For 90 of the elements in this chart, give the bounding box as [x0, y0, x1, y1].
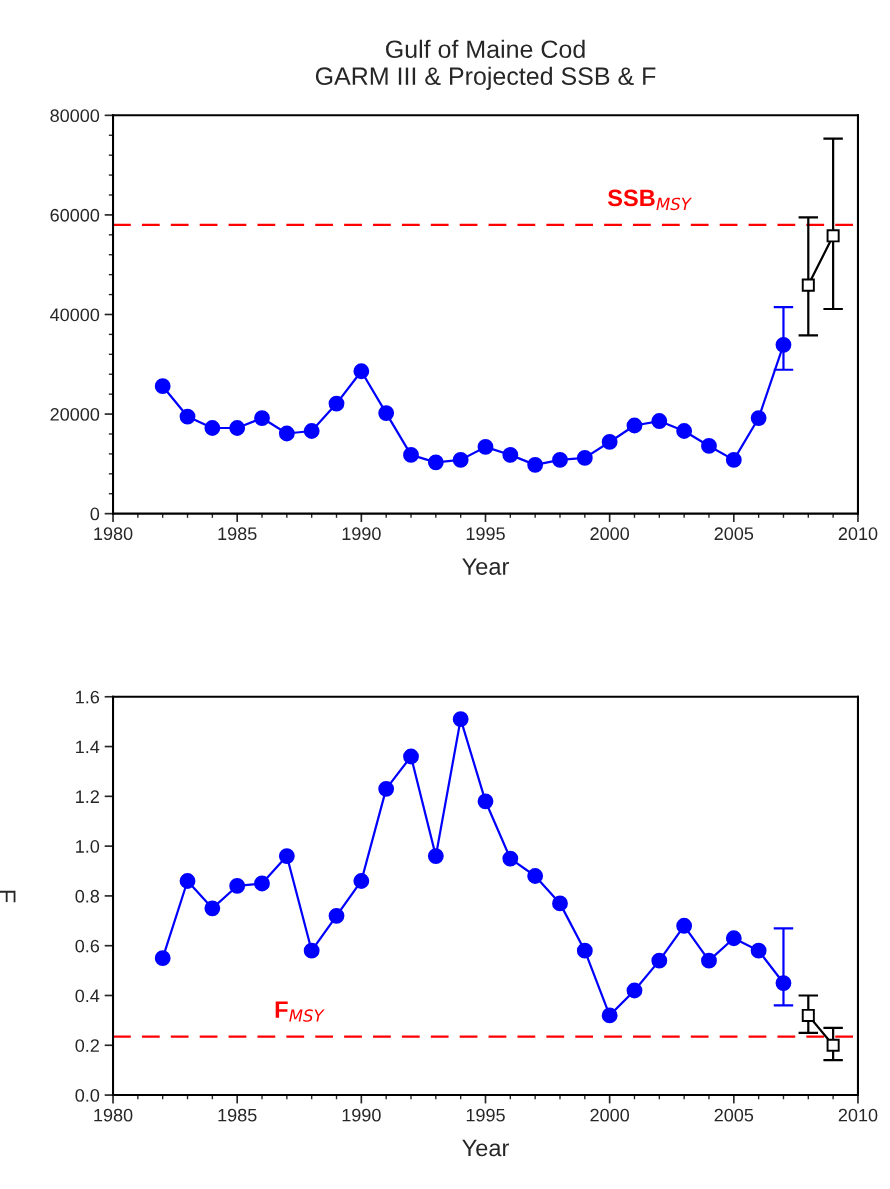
y-tick-label: 0.4 — [75, 989, 100, 1003]
point — [826, 1038, 840, 1052]
x-tick-label: 1995 — [466, 1108, 505, 1122]
y-tick-label: 1.2 — [76, 790, 99, 803]
point — [626, 417, 643, 434]
point — [750, 942, 767, 959]
x-axis-title: Year — [462, 558, 509, 575]
y-tick-label: 40000 — [50, 308, 100, 322]
x-tick-label: 1995 — [466, 527, 505, 541]
point — [725, 451, 742, 468]
point — [826, 229, 840, 243]
x-tick-label: 2005 — [714, 1108, 754, 1122]
point — [775, 975, 792, 991]
point — [427, 848, 444, 864]
point — [750, 410, 767, 426]
point — [154, 950, 171, 967]
x-tick-label: 1990 — [342, 1108, 381, 1122]
y-tick-label: 0.6 — [75, 939, 100, 953]
point — [527, 456, 544, 473]
y-tick-label: 1.6 — [76, 690, 100, 704]
x-tick-label: 1985 — [218, 1108, 257, 1122]
y-tick-label: 0.8 — [75, 889, 100, 903]
x-tick-label: 2010 — [838, 527, 878, 541]
point — [576, 449, 593, 466]
point — [452, 711, 469, 728]
point — [403, 748, 419, 765]
point — [477, 793, 494, 810]
point — [353, 363, 370, 380]
y-tick-label: 0.0 — [75, 1089, 100, 1102]
point — [477, 439, 494, 455]
point — [254, 875, 270, 892]
point — [204, 420, 221, 436]
y-tick-label: 60000 — [50, 208, 100, 222]
point — [552, 451, 568, 468]
x-tick-label: 1990 — [342, 527, 381, 541]
point — [725, 930, 742, 947]
ref-line-label: F$_{MSY}$ — [275, 1001, 325, 1022]
point — [229, 878, 246, 894]
point — [254, 410, 270, 426]
point — [502, 446, 519, 463]
point — [452, 451, 469, 468]
point — [701, 438, 717, 454]
point — [552, 895, 568, 912]
y-tick-label: 80000 — [50, 109, 100, 123]
y-tick-label: 20000 — [50, 408, 100, 421]
point — [527, 868, 544, 884]
point — [278, 848, 295, 864]
point — [179, 408, 196, 425]
point — [676, 917, 693, 934]
point — [576, 942, 593, 959]
x-tick-label: 2000 — [590, 1108, 630, 1122]
point — [204, 900, 221, 917]
point — [378, 780, 395, 797]
point — [328, 907, 345, 924]
x-tick-label: 1985 — [218, 527, 257, 541]
y-axis-title: F — [0, 890, 16, 903]
point — [328, 395, 345, 412]
point — [403, 446, 419, 463]
x-tick-label: 1980 — [94, 1108, 133, 1122]
point — [229, 420, 246, 436]
point — [601, 1007, 618, 1024]
point — [179, 873, 196, 889]
chart-title: Gulf of Maine Cod GARM III & Projected SSB & F — [315, 39, 656, 90]
point — [651, 952, 668, 969]
x-tick-label: 2005 — [714, 527, 754, 541]
y-tick-label: 0.2 — [75, 1039, 99, 1052]
point — [651, 413, 668, 429]
point — [676, 423, 693, 439]
point — [353, 873, 370, 889]
x-axis-title: Year — [462, 1139, 509, 1157]
point — [801, 1008, 815, 1022]
point — [154, 378, 171, 395]
y-tick-label: 1.4 — [76, 740, 100, 754]
point — [278, 425, 295, 442]
point — [626, 982, 643, 999]
point — [427, 454, 444, 471]
x-tick-label: 2000 — [590, 527, 630, 541]
point — [303, 423, 320, 439]
y-tick-label: 0 — [90, 507, 100, 521]
point — [701, 952, 717, 969]
point — [303, 942, 320, 959]
point — [775, 336, 792, 353]
ref-line-label: SSB$_{MSY}$ — [607, 189, 692, 211]
point — [801, 278, 815, 292]
y-tick-label: 1.0 — [76, 840, 100, 853]
x-tick-label: 2010 — [838, 1108, 878, 1122]
point — [502, 850, 519, 867]
x-tick-label: 1980 — [94, 527, 133, 541]
point — [378, 405, 395, 421]
point — [601, 434, 618, 450]
